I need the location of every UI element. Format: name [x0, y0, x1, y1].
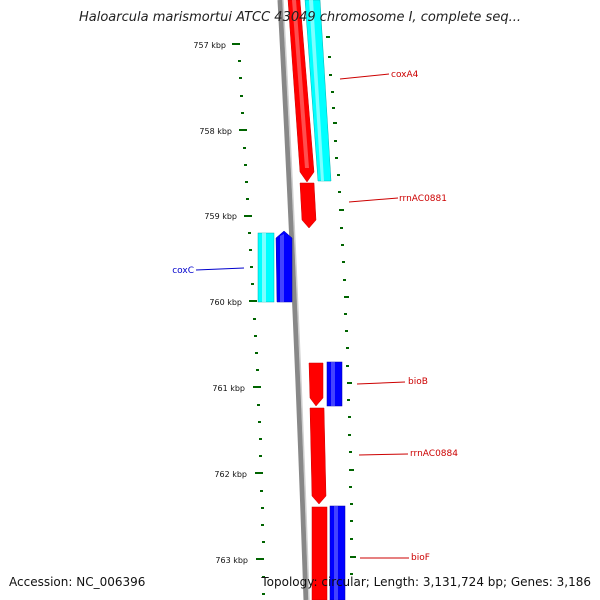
tick-label-761: 761 kbp: [212, 384, 245, 393]
gene-features: [257, 0, 346, 600]
tick-label-760: 760 kbp: [209, 298, 242, 307]
feature-bioF-partner-highlight: [334, 506, 338, 600]
tick-761: [253, 386, 261, 388]
label-leaders: [195, 73, 409, 559]
feature-coxC-rna-highlight: [262, 233, 266, 302]
label-coxA4[interactable]: coxA4: [391, 70, 419, 80]
tick-757: [232, 43, 240, 45]
inner-tick-marks: [238, 60, 265, 595]
feature-coxC-highlight: [280, 234, 284, 302]
accession-label: Accession: NC_006396: [9, 575, 146, 589]
leader-coxC: [195, 267, 245, 271]
chromosome-backbone: [277, 0, 309, 600]
tick-759: [244, 215, 252, 217]
outer-tick-marks: [326, 36, 356, 575]
tick-label-757: 757 kbp: [193, 41, 226, 50]
feature-bioB[interactable]: [308, 362, 324, 407]
map-title: Haloarcula marismortui ATCC 43049 chromo…: [79, 10, 521, 25]
feature-rrnAC0884[interactable]: [309, 407, 327, 505]
leader-coxA4: [339, 73, 390, 80]
feature-coxA4-highlight: [292, 0, 309, 168]
tick-762: [255, 472, 263, 474]
tick-758: [239, 129, 247, 131]
feature-coxA4-rna-highlight: [309, 0, 324, 181]
tick-label-762: 762 kbp: [214, 470, 247, 479]
label-rrnAC0881[interactable]: rrnAC0881: [399, 194, 447, 204]
label-bioB[interactable]: bioB: [408, 377, 428, 387]
map-summary: Topology: circular; Length: 3,131,724 bp…: [261, 575, 591, 589]
tick-label-758: 758 kbp: [199, 127, 232, 136]
tick-760: [249, 300, 257, 302]
leader-rrnAC0884: [358, 453, 409, 456]
tick-label-759: 759 kbp: [204, 212, 237, 221]
tick-label-763: 763 kbp: [215, 556, 248, 565]
feature-rrnAC0881[interactable]: [299, 182, 317, 229]
label-coxC[interactable]: coxC: [172, 266, 194, 276]
label-rrnAC0884[interactable]: rrnAC0884: [410, 449, 458, 459]
leader-rrnAC0881: [348, 197, 399, 203]
feature-bioB-partner-highlight: [331, 362, 335, 406]
tick-763: [256, 558, 264, 560]
scale-ticks: 757 kbp 758 kbp 759 kbp 760 kbp 761 kbp …: [193, 41, 264, 565]
feature-bioF[interactable]: [311, 506, 328, 600]
chromosome-backbone-highlight: [282, 0, 310, 600]
leader-bioB: [356, 381, 406, 385]
feature-labels: coxA4 rrnAC0881 coxC bioB rrnAC0884 bioF: [172, 70, 458, 563]
label-bioF[interactable]: bioF: [411, 553, 430, 563]
